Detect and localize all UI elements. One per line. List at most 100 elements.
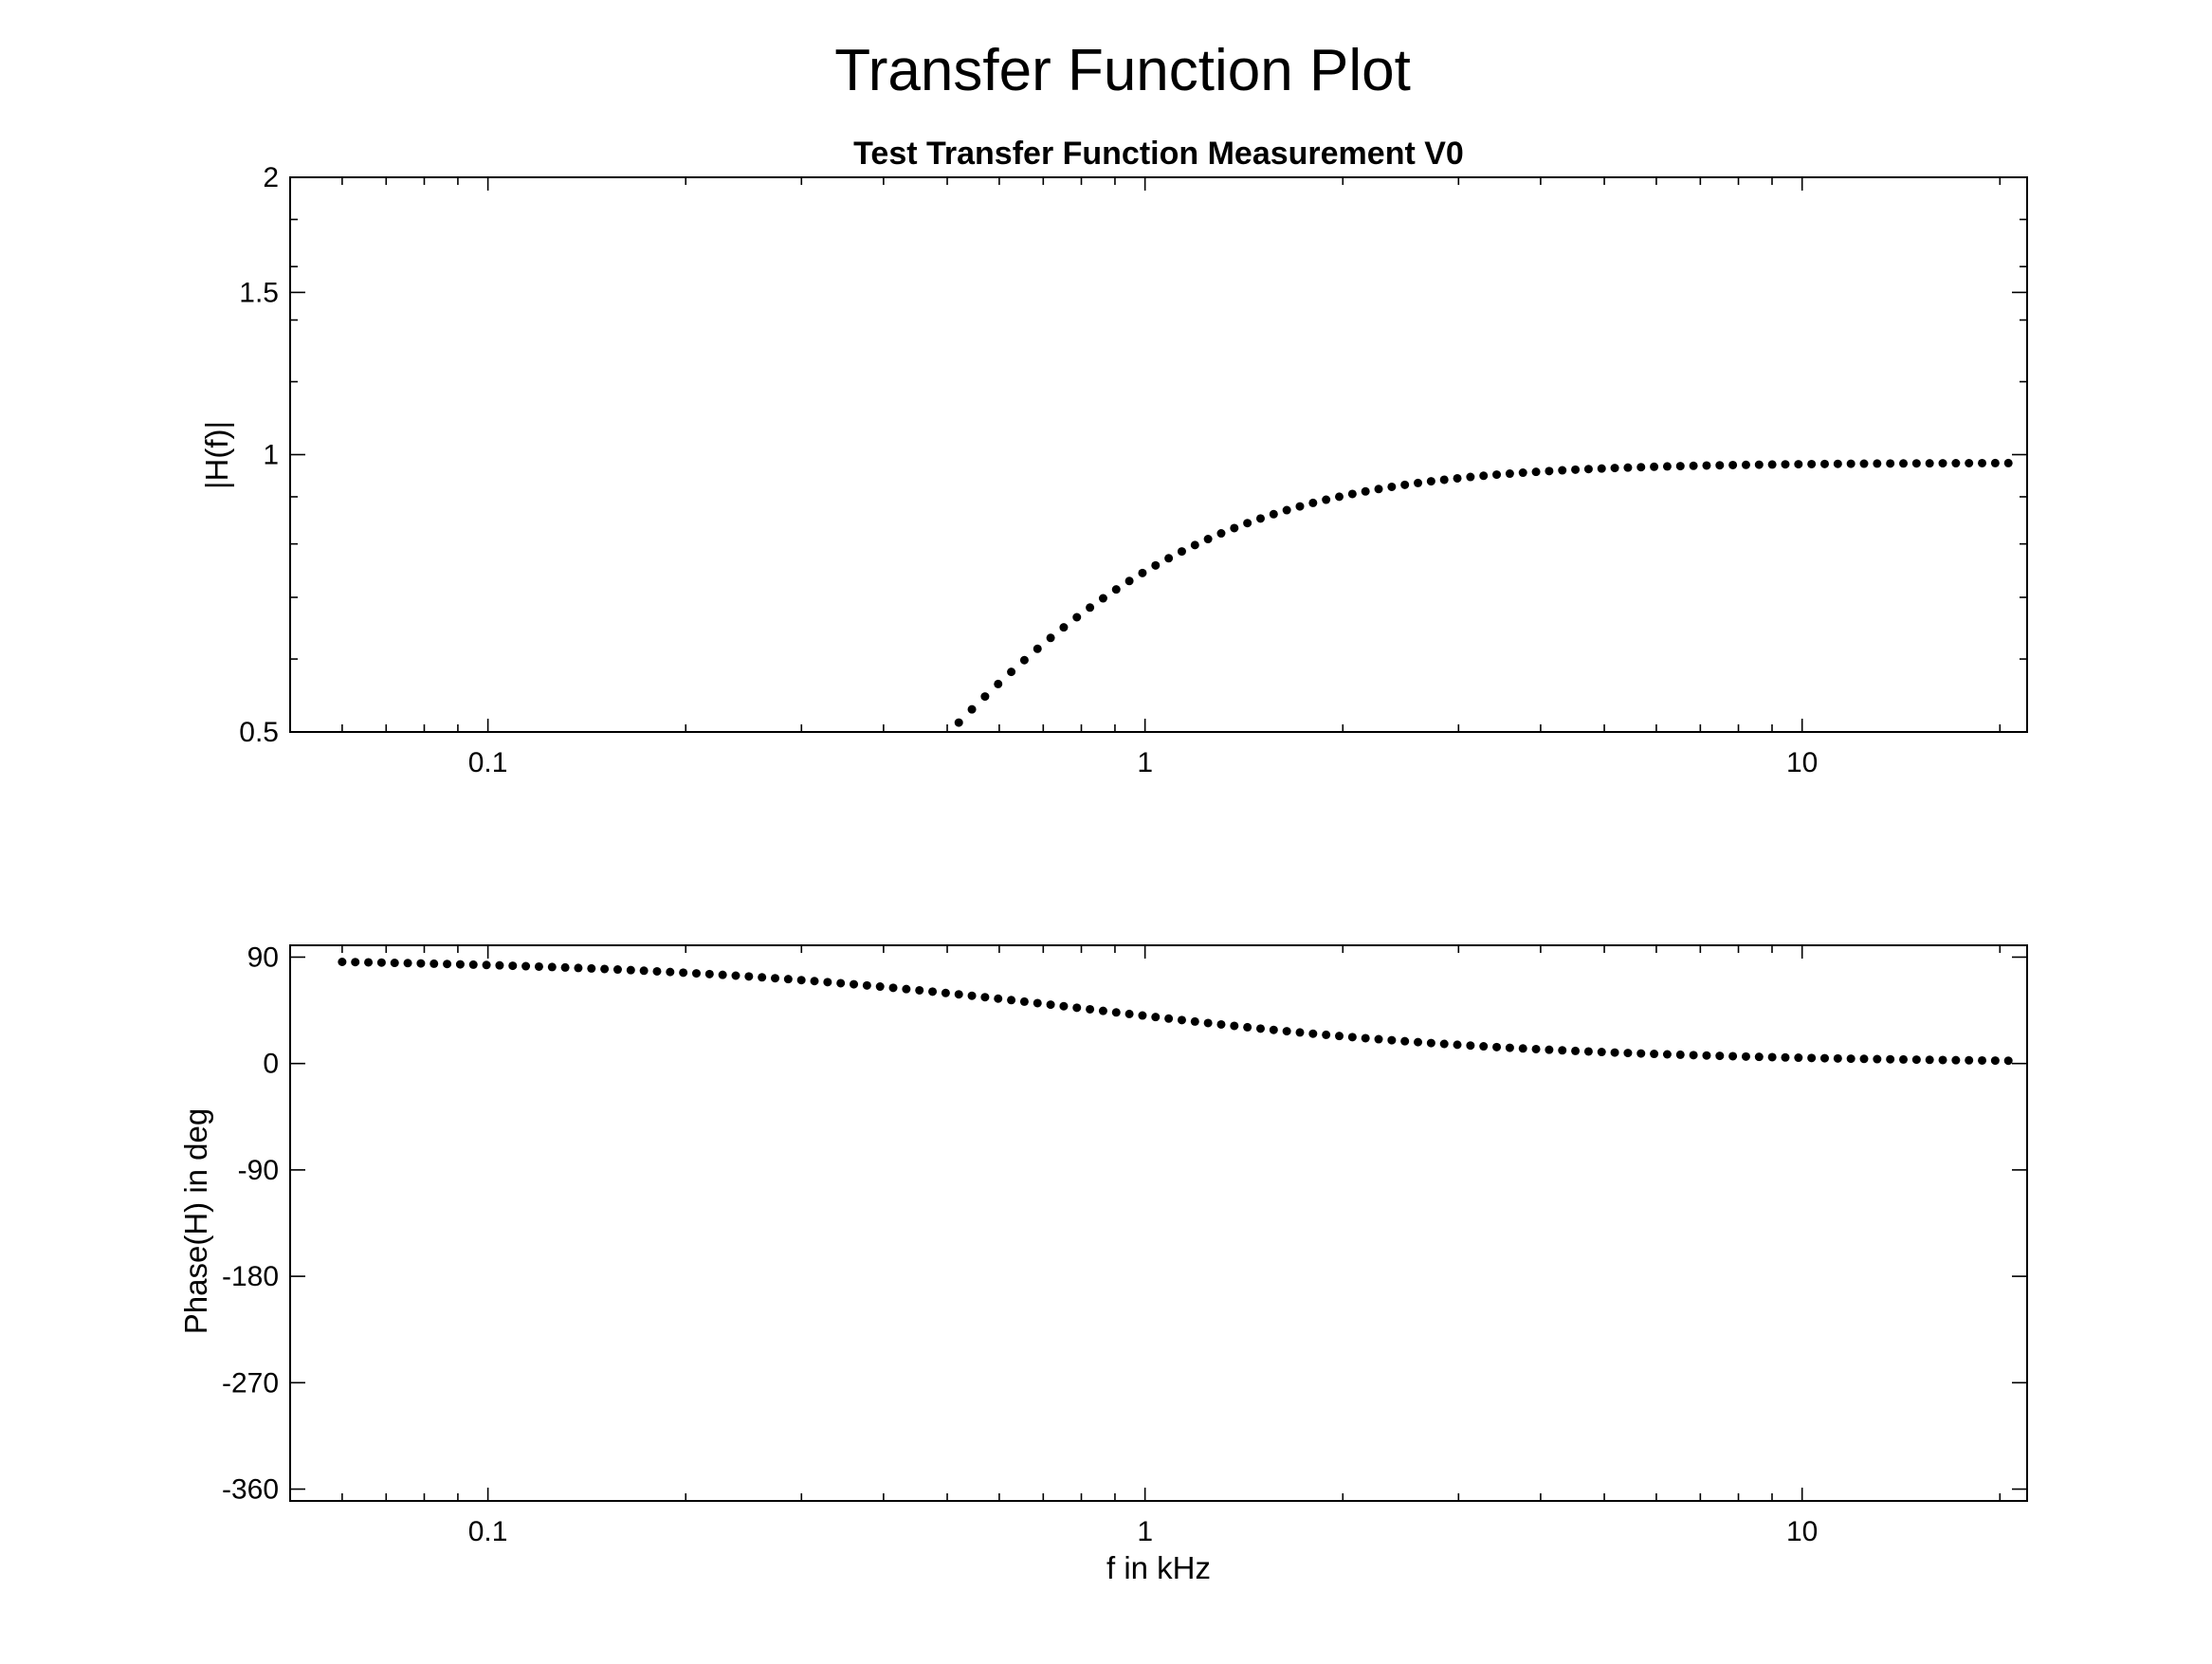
figure-title: Transfer Function Plot (834, 38, 1411, 103)
phase-data-point (980, 993, 990, 1002)
phase-data-point (1781, 1052, 1790, 1062)
phase-data-point (1426, 1038, 1435, 1048)
phase-data-point (862, 980, 871, 990)
phase-data-point (1938, 1055, 1947, 1065)
phase-data-point (1925, 1055, 1934, 1065)
phase-data-point (1728, 1051, 1738, 1061)
phase-data-point (626, 965, 635, 975)
phase-data-point (1911, 1055, 1921, 1065)
phase-data-point (390, 959, 399, 968)
magnitude-data-point (1767, 460, 1777, 469)
magnitude-data-point (1938, 459, 1947, 468)
magnitude-data-point (1571, 465, 1581, 474)
magnitude-data-point (967, 704, 977, 714)
magnitude-y-tick-label: 1.5 (239, 277, 279, 308)
magnitude-data-point (954, 718, 963, 727)
magnitude-panel: Test Transfer Function Measurement V0 |H… (199, 136, 2028, 778)
magnitude-data-point (1518, 468, 1527, 478)
phase-data-point (1518, 1044, 1527, 1053)
phase-data-point (534, 961, 543, 971)
magnitude-data-point (1978, 458, 1987, 467)
phase-data-point (1479, 1042, 1489, 1051)
phase-data-point (1859, 1054, 1869, 1064)
phase-data-point (1347, 1033, 1357, 1042)
magnitude-data-point (1007, 667, 1016, 677)
phase-data-point (652, 966, 662, 976)
phase-data-point (1505, 1043, 1514, 1052)
magnitude-y-tick-label: 0.5 (239, 717, 279, 748)
phase-y-tick-label: -180 (222, 1261, 279, 1292)
magnitude-data-point (1886, 459, 1895, 468)
phase-data-point (1019, 997, 1029, 1006)
magnitude-data-point (1138, 568, 1147, 577)
phase-data-point (810, 977, 819, 986)
phase-data-point (364, 958, 374, 967)
phase-data-point (600, 964, 610, 974)
phase-data-point (1086, 1004, 1095, 1014)
magnitude-y-tick-label: 2 (263, 162, 279, 193)
phase-data-point (1662, 1050, 1672, 1059)
phase-data-point (587, 963, 596, 973)
phase-data-point (954, 990, 963, 999)
phase-data-point (1978, 1055, 1987, 1065)
phase-data-point (1741, 1051, 1750, 1061)
magnitude-data-point (1965, 458, 1974, 467)
magnitude-data-point (980, 692, 990, 702)
magnitude-data-point (1951, 459, 1961, 468)
magnitude-x-tick-label: 10 (1786, 747, 1818, 778)
magnitude-data-point (1033, 644, 1042, 653)
phase-data-point (1597, 1048, 1606, 1057)
phase-data-point (403, 959, 412, 968)
magnitude-data-point (1361, 486, 1370, 496)
phase-data-point (430, 959, 439, 968)
magnitude-data-point (1466, 472, 1475, 482)
phase-data-point (547, 962, 557, 972)
phase-data-point (1886, 1054, 1895, 1064)
phase-data-point (1545, 1045, 1554, 1054)
phase-data-point (1794, 1053, 1803, 1063)
phase-data-point (875, 982, 885, 992)
magnitude-data-point (1505, 469, 1514, 479)
phase-panel: f in kHz Phase(H) in deg 0.1 1 10 90 0 -90 -18… (178, 942, 2028, 1585)
phase-xlabel: f in kHz (1106, 1550, 1211, 1585)
magnitude-data-point (994, 679, 1003, 688)
phase-ylabel: Phase(H) in deg (178, 1108, 213, 1334)
phase-data-point (1807, 1053, 1817, 1063)
magnitude-data-point (1846, 459, 1856, 468)
phase-data-point (1819, 1053, 1829, 1063)
magnitude-data-point (1990, 458, 2000, 467)
magnitude-data-point (1072, 613, 1082, 622)
phase-data-point (574, 963, 583, 973)
phase-data-point (612, 965, 622, 975)
magnitude-data-point (1164, 554, 1174, 563)
phase-data-point (482, 960, 491, 970)
phase-data-point (967, 991, 977, 1000)
phase-data-point (1374, 1034, 1383, 1044)
magnitude-data-point (1243, 519, 1252, 528)
phase-data-point (1111, 1008, 1121, 1017)
phase-data-point (1098, 1006, 1107, 1015)
magnitude-data-point (1662, 462, 1672, 471)
magnitude-data-point (1833, 459, 1842, 468)
phase-data-point (1951, 1055, 1961, 1065)
magnitude-data-point (1308, 498, 1318, 507)
phase-x-tick-label: 1 (1137, 1516, 1153, 1547)
magnitude-y-tick-label: 1 (263, 440, 279, 471)
phase-data-point (850, 979, 859, 989)
magnitude-data-point (1255, 514, 1265, 523)
phase-data-point (1203, 1018, 1213, 1028)
phase-data-point (928, 987, 938, 997)
phase-y-tick-label: -360 (222, 1474, 279, 1506)
phase-data-point (1269, 1025, 1278, 1034)
phase-data-point (416, 959, 426, 968)
phase-data-point (679, 968, 688, 978)
phase-data-point (1216, 1019, 1226, 1029)
phase-data-point (1033, 998, 1042, 1008)
magnitude-data-point (1177, 547, 1186, 557)
phase-data-point (1190, 1016, 1199, 1026)
phase-data-point (796, 976, 806, 985)
phase-data-point (902, 984, 911, 994)
phase-data-point (1007, 996, 1016, 1005)
magnitude-data-point (1046, 633, 1055, 643)
magnitude-data-point (1479, 471, 1489, 481)
